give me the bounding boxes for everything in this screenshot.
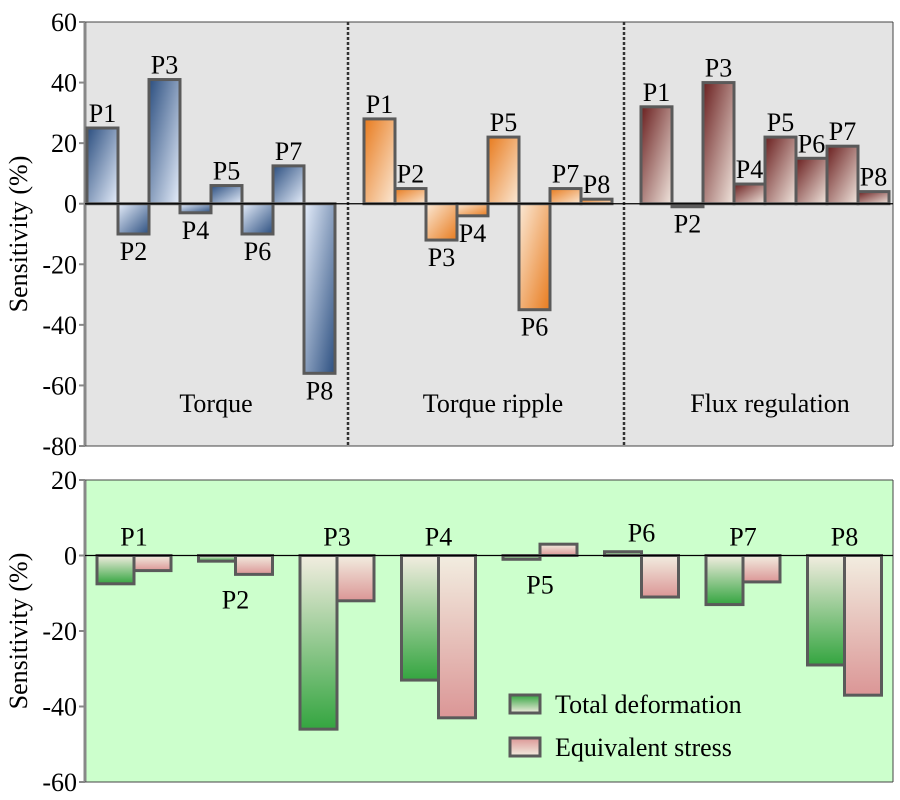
bar-torque-ripple-p3	[424, 202, 459, 242]
y-tick-label: -60	[42, 371, 77, 400]
bar-flux-regulation-p1	[639, 105, 674, 206]
bar-torque-ripple-p5	[486, 135, 521, 206]
bar-equivalent-stress-p5	[538, 542, 579, 557]
bar-total-deformation-p2	[197, 554, 237, 563]
bar-total-deformation-p3	[298, 554, 339, 731]
bar-label: P7	[275, 137, 302, 166]
bar-label: P1	[89, 99, 116, 128]
bar-torque-ripple-p6	[517, 202, 552, 312]
bar-equivalent-stress-p2	[234, 554, 274, 576]
y-tick-label: 40	[51, 69, 77, 98]
bar-label: P8	[306, 376, 333, 405]
bar-label: P2	[674, 210, 701, 239]
bar-total-deformation-p7	[704, 554, 745, 607]
bar-label: P6	[244, 237, 271, 266]
y-tick-label: 20	[51, 466, 77, 495]
panel-title: Flux regulation	[690, 389, 850, 418]
y-tick-label: 20	[51, 129, 77, 158]
top-chart: 60 40 20 0 -20 -40 -60 -80 Sensitivity (%) P1 P2 P3…	[4, 8, 894, 461]
bar-label: P3	[151, 51, 178, 80]
bar-label: P8	[831, 523, 858, 552]
bar-label: P6	[521, 313, 548, 342]
bar-label: P8	[583, 170, 610, 199]
bar-label: P6	[798, 129, 825, 158]
bar-torque-ripple-p4	[455, 202, 490, 218]
bar-total-deformation-p1	[95, 554, 136, 586]
y-tick-label: 0	[64, 542, 77, 571]
bar-flux-regulation-p7	[825, 144, 860, 206]
plot-background	[85, 480, 893, 782]
y-tick-label: -20	[42, 617, 77, 646]
bar-torque-p5	[209, 184, 244, 206]
bar-torque-p3	[147, 78, 182, 206]
bar-flux-regulation-p4	[732, 182, 767, 206]
y-axis-label: Sensitivity (%)	[4, 553, 33, 710]
bar-torque-ripple-p2	[393, 187, 428, 206]
bar-label: P8	[860, 163, 887, 192]
y-tick-label: 60	[51, 8, 77, 37]
bar-label: P3	[428, 243, 455, 272]
bar-label: P5	[526, 570, 553, 599]
bar-label: P4	[736, 155, 763, 184]
bar-flux-regulation-p6	[794, 156, 829, 206]
bar-label: P7	[552, 160, 579, 189]
bar-torque-p1	[85, 126, 120, 206]
bar-torque-p6	[240, 202, 275, 236]
legend-swatch	[508, 736, 542, 758]
y-tick-label: -80	[42, 432, 77, 461]
bar-equivalent-stress-p4	[437, 554, 477, 720]
bar-total-deformation-p8	[806, 554, 846, 667]
bar-label: P2	[120, 237, 147, 266]
bar-flux-regulation-p5	[763, 135, 798, 206]
bar-equivalent-stress-p8	[843, 554, 883, 697]
bar-equivalent-stress-p6	[640, 554, 680, 599]
bar-label: P4	[459, 219, 486, 248]
legend-label: Equivalent stress	[555, 733, 732, 762]
y-tick-label: -60	[42, 768, 77, 797]
y-tick-label: 0	[64, 190, 77, 219]
bar-label: P5	[490, 108, 517, 137]
bar-torque-p4	[178, 202, 213, 215]
y-tick-label: -20	[42, 250, 77, 279]
bar-flux-regulation-p8	[856, 190, 891, 206]
bar-equivalent-stress-p1	[132, 554, 173, 573]
bar-total-deformation-p4	[400, 554, 440, 682]
y-tick-label: -40	[42, 693, 77, 722]
y-axis-label: Sensitivity (%)	[4, 156, 33, 313]
legend-label: Total deformation	[555, 690, 742, 719]
bar-equivalent-stress-p7	[741, 554, 782, 584]
legend-swatch	[508, 693, 542, 715]
bar-flux-regulation-p3	[701, 81, 736, 206]
bottom-chart: 20 0 -20 -40 -60 Sensitivity (%) P1 P2 P3 P4 P5 P6 P…	[4, 466, 894, 797]
bar-label: P1	[366, 90, 393, 119]
bar-label: P1	[643, 78, 670, 107]
panel-title: Torque	[179, 389, 252, 418]
bar-label: P3	[323, 523, 350, 552]
bar-label: P5	[213, 157, 240, 186]
bar-label: P3	[705, 54, 732, 83]
y-tick-label: -40	[42, 311, 77, 340]
bar-torque-p8	[302, 202, 337, 375]
bar-label: P4	[182, 216, 209, 245]
bar-torque-p2	[116, 202, 151, 236]
bar-torque-ripple-p7	[548, 187, 583, 206]
bar-torque-ripple-p8	[579, 197, 614, 206]
plot-background	[85, 22, 893, 446]
bar-label: P1	[120, 523, 147, 552]
bar-label: P7	[729, 523, 756, 552]
panel-title: Torque ripple	[423, 389, 563, 418]
bar-label: P7	[829, 117, 856, 146]
bar-equivalent-stress-p3	[335, 554, 376, 603]
bar-label: P2	[397, 160, 424, 189]
bar-label: P2	[222, 585, 249, 614]
bar-label: P5	[767, 108, 794, 137]
bar-label: P4	[425, 523, 452, 552]
bar-torque-ripple-p1	[362, 117, 397, 206]
bar-torque-p7	[271, 164, 306, 206]
bar-label: P6	[628, 519, 655, 548]
